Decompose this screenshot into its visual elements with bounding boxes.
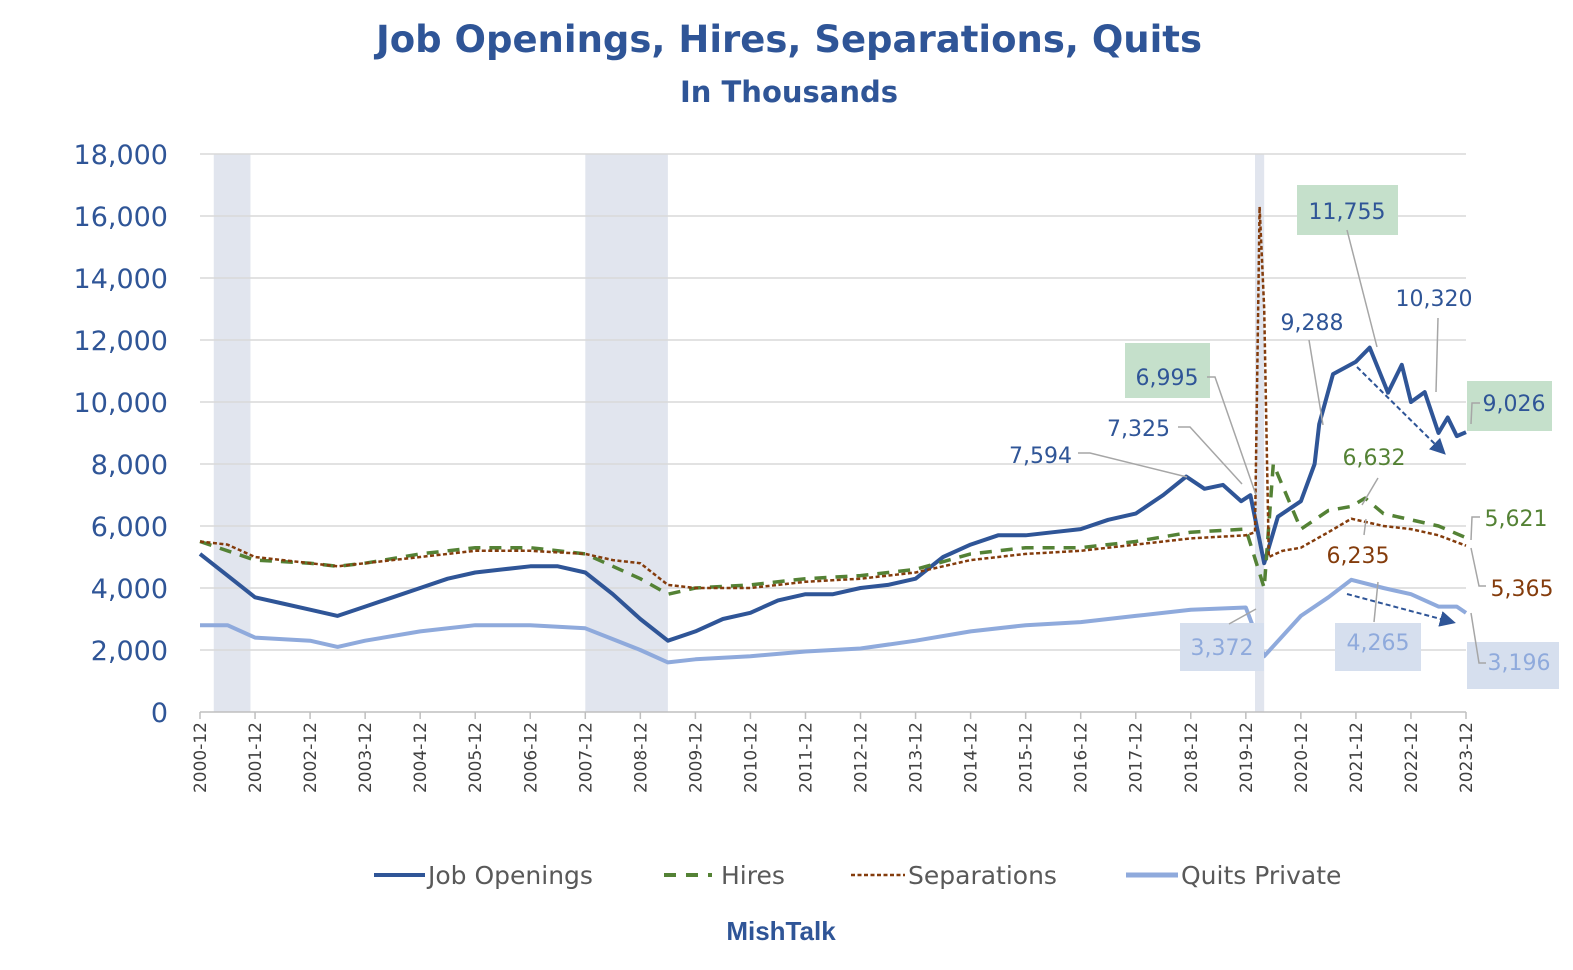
x-tick-label: 2005-12 (466, 722, 486, 793)
annotation-box (1297, 185, 1398, 235)
x-tick-label: 2010-12 (741, 722, 761, 793)
x-tick-label: 2008-12 (631, 722, 651, 793)
annotation-label: 10,320 (1396, 287, 1473, 312)
annotation-label: 11,755 (1309, 200, 1386, 225)
y-tick-label: 4,000 (91, 574, 168, 605)
leader-line (1373, 581, 1379, 623)
recession-band (213, 154, 251, 712)
legend-label: Hires (721, 861, 785, 890)
y-tick-label: 0 (151, 698, 168, 729)
x-tick-label: 2006-12 (521, 722, 541, 793)
legend-label: Separations (908, 861, 1057, 890)
x-tick-label: 2003-12 (356, 722, 376, 793)
x-tick-label: 2023-12 (1457, 722, 1477, 793)
y-tick-label: 2,000 (91, 636, 168, 667)
annotation-box (1125, 343, 1210, 398)
leader-line (1470, 547, 1486, 587)
annotation-label: 7,594 (1009, 444, 1072, 469)
annotation-label: 9,288 (1281, 311, 1344, 336)
leader-line (1361, 477, 1379, 506)
annotation-box (1180, 623, 1264, 671)
leader-line (1470, 516, 1480, 541)
leader-line (1363, 518, 1367, 536)
series-line-job-openings (198, 345, 1467, 643)
series-line-hires (199, 462, 1467, 596)
x-tick-label: 2017-12 (1127, 722, 1147, 793)
y-tick-label: 10,000 (74, 388, 168, 419)
annotation-label: 5,621 (1485, 507, 1548, 532)
series-line-quits-private (200, 577, 1468, 665)
annotations: 7,594 7,325 6,995 11,755 9,288 10,320 9,… (1009, 185, 1559, 689)
x-tick-label: 2016-12 (1072, 722, 1092, 793)
trend-arrow-job-openings (1356, 366, 1446, 455)
y-tick-label: 8,000 (91, 450, 168, 481)
y-tick-label: 6,000 (91, 512, 168, 543)
chart-subtitle: In Thousands (680, 75, 898, 109)
y-tick-label: 14,000 (74, 264, 168, 295)
annotation-box (1335, 623, 1421, 671)
annotation-label: 6,235 (1327, 544, 1390, 569)
x-tick-label: 2020-12 (1292, 722, 1312, 793)
x-tick-label: 2012-12 (852, 722, 872, 793)
leader-line (1346, 229, 1378, 348)
x-tick-label: 2001-12 (246, 722, 266, 793)
x-tick-label: 2018-12 (1182, 722, 1202, 793)
x-tick-label: 2019-12 (1237, 722, 1257, 793)
x-tick-label: 2021-12 (1347, 722, 1367, 793)
leader-line (1470, 402, 1480, 425)
leader-line (1308, 339, 1324, 426)
x-tick-label: 2009-12 (686, 722, 706, 793)
recession-band (585, 154, 668, 712)
legend-label: Job Openings (426, 861, 593, 890)
x-tick-label: 2002-12 (301, 722, 321, 793)
annotation-label: 9,026 (1483, 392, 1546, 417)
x-tick-label: 2007-12 (576, 722, 596, 793)
annotation-label: 3,372 (1191, 636, 1254, 661)
trend-arrow-quits (1346, 593, 1456, 627)
leader-line (1207, 376, 1257, 496)
annotation-label: 7,325 (1107, 417, 1170, 442)
series-line-separations (199, 205, 1467, 590)
annotation-box (1467, 642, 1559, 689)
x-tick-label: 2014-12 (962, 722, 982, 793)
leader-line (1470, 612, 1486, 664)
annotation-label: 6,995 (1136, 366, 1199, 391)
legend-label: Quits Private (1181, 861, 1341, 890)
annotation-box (1467, 381, 1552, 431)
x-tick-label: 2022-12 (1402, 722, 1422, 793)
x-tick-label: 2004-12 (411, 722, 431, 793)
y-tick-label: 16,000 (74, 202, 168, 233)
recession-band (1255, 154, 1265, 712)
leader-line (1228, 608, 1257, 625)
y-tick-label: 18,000 (74, 140, 168, 171)
leader-line (1178, 426, 1243, 485)
x-tick-label: 2013-12 (907, 722, 927, 793)
footer-brand: MishTalk (726, 916, 836, 946)
leader-line (1078, 452, 1188, 478)
x-tick-label: 2015-12 (1017, 722, 1037, 793)
leader-line (1435, 317, 1439, 393)
annotation-label: 6,632 (1343, 446, 1406, 471)
annotation-label: 4,265 (1347, 631, 1410, 656)
y-tick-label: 12,000 (74, 326, 168, 357)
legend: Job Openings Hires Separations Quits Pri… (374, 861, 1341, 890)
chart-title: Job Openings, Hires, Separations, Quits (373, 18, 1202, 61)
annotation-label: 5,365 (1491, 577, 1554, 602)
x-tick-label: 2000-12 (191, 722, 211, 793)
annotation-label: 3,196 (1488, 651, 1551, 676)
x-tick-label: 2011-12 (796, 722, 816, 793)
